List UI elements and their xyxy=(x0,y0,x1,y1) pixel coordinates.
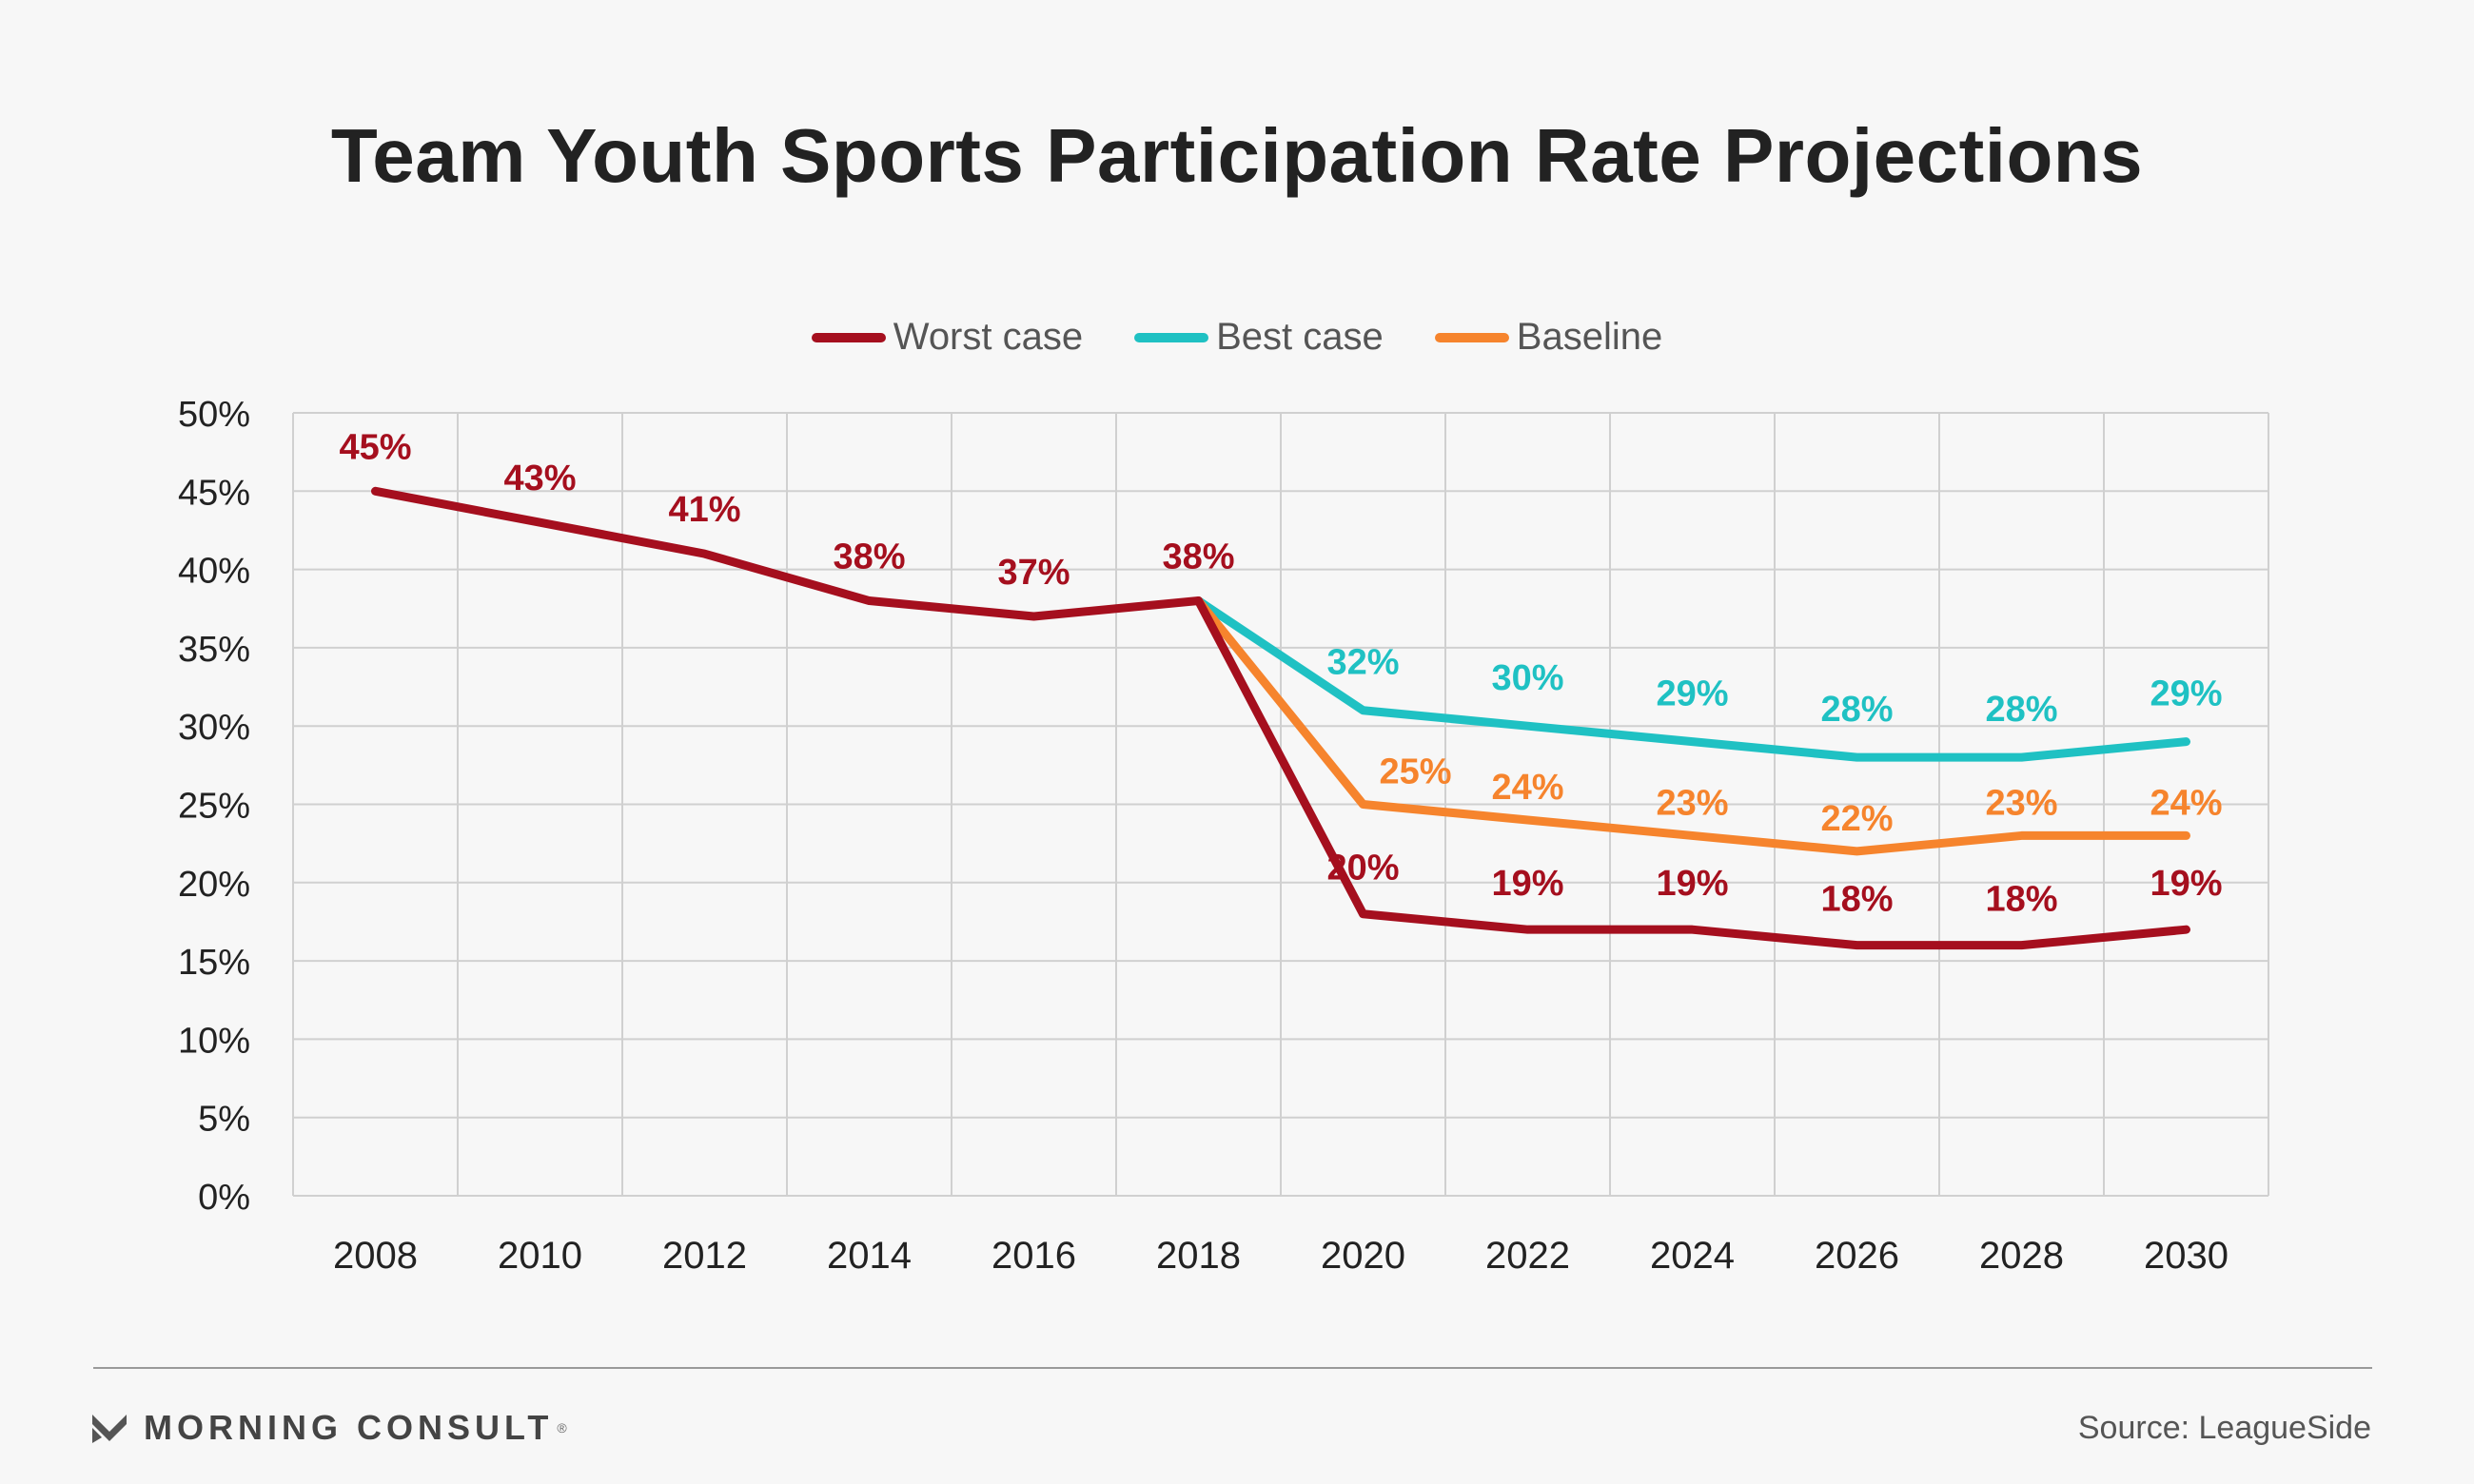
legend-item-worst-case: Worst case xyxy=(811,316,1084,359)
x-tick-label: 2020 xyxy=(1321,1235,1405,1277)
x-tick-label: 2022 xyxy=(1485,1235,1570,1277)
data-label-worst-case: 19% xyxy=(2150,864,2222,904)
series-line-baseline xyxy=(1194,596,2190,856)
y-tick-label: 50% xyxy=(178,395,250,435)
y-tick-label: 20% xyxy=(178,865,250,905)
chart-legend: Worst case Best case Baseline xyxy=(0,316,2474,359)
data-label-baseline: 23% xyxy=(1985,783,2057,823)
x-tick-label: 2026 xyxy=(1815,1235,1899,1277)
source-note: Source: LeagueSide xyxy=(2077,1410,2371,1446)
data-label-baseline: 22% xyxy=(1820,799,1893,839)
y-tick-label: 45% xyxy=(178,473,250,513)
legend-item-baseline: Baseline xyxy=(1434,316,1663,359)
legend-label-worst-case: Worst case xyxy=(893,316,1084,358)
x-tick-label: 2008 xyxy=(333,1235,418,1277)
x-tick-label: 2030 xyxy=(2144,1235,2229,1277)
data-label-worst-case: 37% xyxy=(997,553,1070,593)
data-label-best-case: 28% xyxy=(1820,690,1893,730)
data-label-baseline: 24% xyxy=(2150,783,2222,823)
axis-layer: 0% 5% 10% 15% 20% 25% 30% 35% 40% 45% 50% 2008 2010 2… xyxy=(178,395,2229,1277)
chart-title: Team Youth Sports Participation Rate Pro… xyxy=(330,113,2144,198)
data-label-worst-case: 19% xyxy=(1656,864,1728,904)
x-tick-label: 2010 xyxy=(498,1235,582,1277)
legend-label-baseline: Baseline xyxy=(1516,316,1663,358)
data-label-baseline: 25% xyxy=(1379,752,1451,792)
footer-divider xyxy=(93,1367,2372,1369)
x-tick-label: 2014 xyxy=(827,1235,912,1277)
data-label-layer: 45% 43% 41% 38% 37% 38% 20% 19% 19% 18% 18% 19% 32% 3… xyxy=(339,427,2222,919)
data-label-worst-case: 38% xyxy=(833,537,905,577)
data-label-best-case: 30% xyxy=(1491,658,1563,698)
y-tick-label: 15% xyxy=(178,943,250,983)
data-label-best-case: 29% xyxy=(2150,674,2222,714)
x-tick-label: 2028 xyxy=(1979,1235,2064,1277)
legend-swatch-baseline xyxy=(1434,332,1509,342)
legend-swatch-worst-case xyxy=(811,332,886,342)
data-label-worst-case: 41% xyxy=(668,490,740,530)
legend-item-best-case: Best case xyxy=(1134,316,1384,359)
data-label-baseline: 24% xyxy=(1491,768,1563,808)
x-tick-label: 2012 xyxy=(662,1235,747,1277)
data-label-baseline: 23% xyxy=(1656,783,1728,823)
grid-layer xyxy=(292,412,2269,1197)
x-tick-label: 2016 xyxy=(992,1235,1076,1277)
data-label-best-case: 32% xyxy=(1326,643,1399,683)
legend-swatch-best-case xyxy=(1134,332,1209,342)
series-line-worst-case xyxy=(371,486,2190,950)
data-label-worst-case: 18% xyxy=(1820,880,1893,920)
data-label-worst-case: 20% xyxy=(1326,849,1399,888)
y-tick-label: 10% xyxy=(178,1021,250,1061)
morning-consult-mark-icon xyxy=(92,1415,127,1443)
data-label-worst-case: 19% xyxy=(1491,864,1563,904)
y-tick-label: 35% xyxy=(178,630,250,670)
data-label-worst-case: 45% xyxy=(339,427,411,467)
y-tick-label: 25% xyxy=(178,787,250,827)
brand-registered-mark: ® xyxy=(557,1420,567,1435)
data-label-best-case: 29% xyxy=(1656,674,1728,714)
data-label-worst-case: 18% xyxy=(1985,880,2057,920)
data-label-worst-case: 38% xyxy=(1162,537,1234,577)
series-layer xyxy=(371,486,2190,950)
y-tick-label: 40% xyxy=(178,552,250,592)
data-label-best-case: 28% xyxy=(1985,690,2057,730)
legend-label-best-case: Best case xyxy=(1216,316,1384,358)
y-tick-label: 0% xyxy=(198,1178,250,1218)
brand-name: MORNING CONSULT xyxy=(144,1408,554,1447)
series-line-best-case xyxy=(1194,596,2190,762)
data-label-worst-case: 43% xyxy=(503,459,576,498)
y-tick-label: 5% xyxy=(198,1100,250,1140)
brand-logo: MORNING CONSULT ® xyxy=(90,1408,567,1448)
x-tick-label: 2018 xyxy=(1156,1235,1241,1277)
x-tick-label: 2024 xyxy=(1650,1235,1735,1277)
y-tick-label: 30% xyxy=(178,708,250,748)
